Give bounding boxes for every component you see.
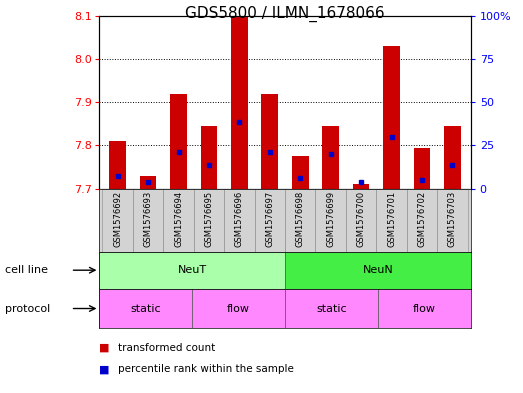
Bar bbox=[414, 147, 430, 189]
Bar bbox=[285, 252, 471, 289]
Text: cell line: cell line bbox=[5, 265, 48, 275]
Text: static: static bbox=[130, 303, 161, 314]
Bar bbox=[377, 189, 407, 252]
Text: NeuT: NeuT bbox=[178, 265, 207, 275]
Bar bbox=[99, 252, 285, 289]
Text: flow: flow bbox=[227, 303, 250, 314]
Bar bbox=[231, 13, 248, 189]
Text: protocol: protocol bbox=[5, 303, 51, 314]
Text: GSM1576701: GSM1576701 bbox=[387, 191, 396, 247]
Bar bbox=[346, 189, 377, 252]
Bar bbox=[170, 94, 187, 189]
Text: GSM1576696: GSM1576696 bbox=[235, 191, 244, 247]
Bar bbox=[437, 189, 468, 252]
Bar bbox=[322, 126, 339, 189]
Bar bbox=[353, 184, 369, 189]
Text: GDS5800 / ILMN_1678066: GDS5800 / ILMN_1678066 bbox=[185, 6, 385, 22]
Text: GSM1576700: GSM1576700 bbox=[357, 191, 366, 247]
Bar bbox=[133, 189, 163, 252]
Text: flow: flow bbox=[413, 303, 436, 314]
Bar bbox=[378, 289, 471, 328]
Text: GSM1576692: GSM1576692 bbox=[113, 191, 122, 247]
Bar bbox=[103, 189, 133, 252]
Text: percentile rank within the sample: percentile rank within the sample bbox=[118, 364, 293, 375]
Text: NeuN: NeuN bbox=[362, 265, 393, 275]
Text: GSM1576694: GSM1576694 bbox=[174, 191, 183, 247]
Bar bbox=[192, 289, 285, 328]
Text: transformed count: transformed count bbox=[118, 343, 215, 353]
Bar bbox=[99, 289, 192, 328]
Bar bbox=[201, 126, 218, 189]
Bar bbox=[444, 126, 461, 189]
Bar bbox=[285, 189, 315, 252]
Text: GSM1576693: GSM1576693 bbox=[144, 191, 153, 247]
Text: GSM1576697: GSM1576697 bbox=[265, 191, 275, 247]
Bar bbox=[383, 46, 400, 189]
Text: GSM1576702: GSM1576702 bbox=[417, 191, 426, 247]
Text: GSM1576703: GSM1576703 bbox=[448, 191, 457, 247]
Text: GSM1576699: GSM1576699 bbox=[326, 191, 335, 247]
Text: ■: ■ bbox=[99, 343, 110, 353]
Bar bbox=[140, 176, 156, 189]
Bar bbox=[163, 189, 194, 252]
Bar bbox=[285, 289, 378, 328]
Text: GSM1576695: GSM1576695 bbox=[204, 191, 213, 247]
Bar bbox=[292, 156, 309, 189]
Text: ■: ■ bbox=[99, 364, 110, 375]
Bar bbox=[194, 189, 224, 252]
Text: static: static bbox=[316, 303, 347, 314]
Bar bbox=[315, 189, 346, 252]
Bar bbox=[109, 141, 126, 189]
Bar bbox=[255, 189, 285, 252]
Bar bbox=[407, 189, 437, 252]
Text: GSM1576698: GSM1576698 bbox=[295, 191, 305, 247]
Bar bbox=[262, 94, 278, 189]
Bar bbox=[224, 189, 255, 252]
